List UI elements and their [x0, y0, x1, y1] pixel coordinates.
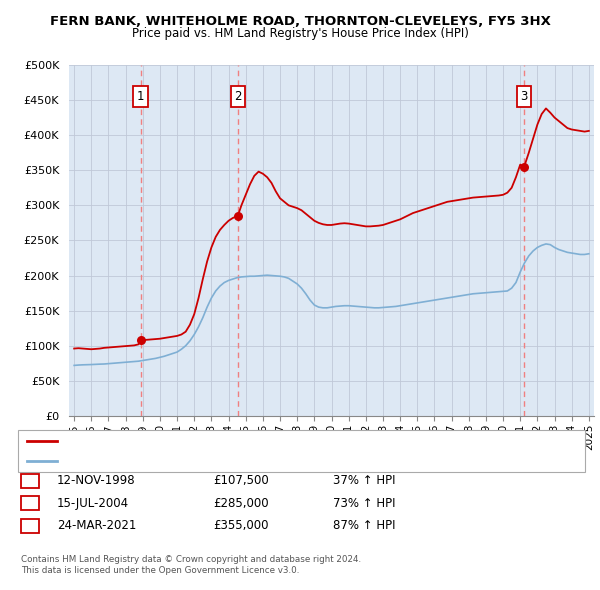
Text: 2: 2	[26, 497, 34, 510]
Text: £107,500: £107,500	[213, 474, 269, 487]
Text: £285,000: £285,000	[213, 497, 269, 510]
Text: 1: 1	[137, 90, 144, 103]
Text: 2: 2	[234, 90, 242, 103]
Text: 3: 3	[520, 90, 528, 103]
Text: Contains HM Land Registry data © Crown copyright and database right 2024.: Contains HM Land Registry data © Crown c…	[21, 555, 361, 563]
Text: 87% ↑ HPI: 87% ↑ HPI	[333, 519, 395, 532]
Text: 3: 3	[26, 519, 34, 532]
Text: 12-NOV-1998: 12-NOV-1998	[57, 474, 136, 487]
Text: FERN BANK, WHITEHOLME ROAD, THORNTON-CLEVELEYS, FY5 3HX (detached house): FERN BANK, WHITEHOLME ROAD, THORNTON-CLE…	[63, 437, 481, 447]
Text: FERN BANK, WHITEHOLME ROAD, THORNTON-CLEVELEYS, FY5 3HX: FERN BANK, WHITEHOLME ROAD, THORNTON-CLE…	[50, 15, 550, 28]
Text: 24-MAR-2021: 24-MAR-2021	[57, 519, 136, 532]
Text: Price paid vs. HM Land Registry's House Price Index (HPI): Price paid vs. HM Land Registry's House …	[131, 27, 469, 40]
Text: £355,000: £355,000	[213, 519, 269, 532]
Text: This data is licensed under the Open Government Licence v3.0.: This data is licensed under the Open Gov…	[21, 566, 299, 575]
Text: 1: 1	[26, 474, 34, 487]
Text: 15-JUL-2004: 15-JUL-2004	[57, 497, 129, 510]
Text: 37% ↑ HPI: 37% ↑ HPI	[333, 474, 395, 487]
Text: HPI: Average price, detached house, Blackpool: HPI: Average price, detached house, Blac…	[63, 457, 291, 466]
Text: 73% ↑ HPI: 73% ↑ HPI	[333, 497, 395, 510]
